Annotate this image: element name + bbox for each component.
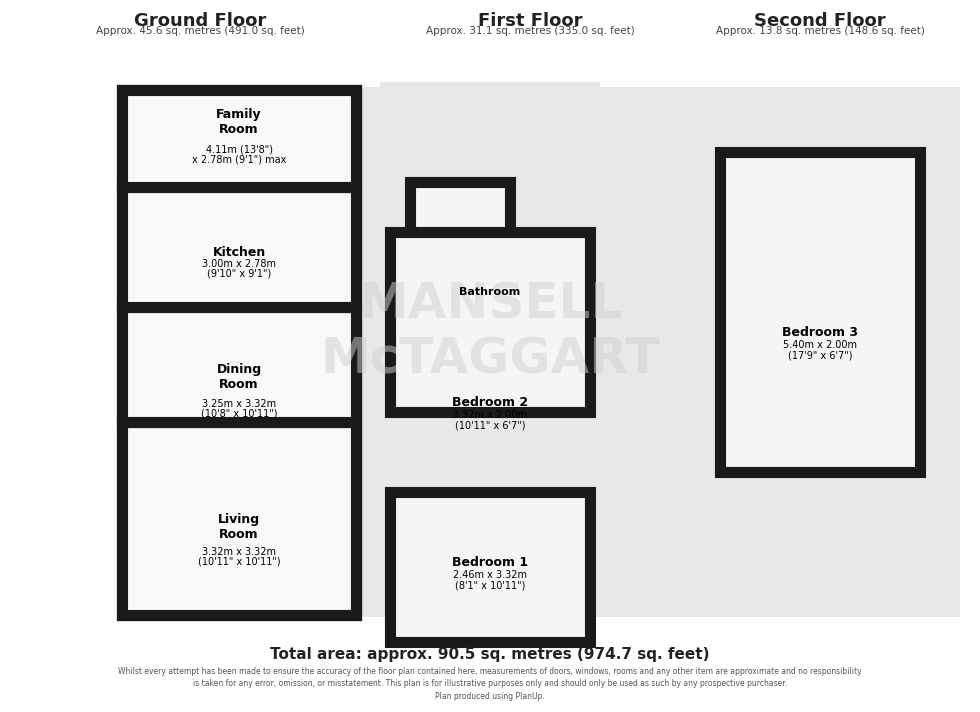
Text: Total area: approx. 90.5 sq. metres (974.7 sq. feet): Total area: approx. 90.5 sq. metres (974… (270, 646, 710, 661)
Bar (122, 90, 357, 615)
Text: Living
Room: Living Room (218, 513, 260, 541)
Bar (122, 90, 356, 187)
Text: 2.46m x 3.32m: 2.46m x 3.32m (453, 570, 527, 580)
Text: 3.32m x 3.32m: 3.32m x 3.32m (202, 547, 276, 557)
Text: 3.25m x 3.32m: 3.25m x 3.32m (202, 399, 276, 409)
Bar (380, 82, 600, 522)
Bar (122, 422, 356, 615)
Text: Ground Floor: Ground Floor (134, 12, 267, 30)
Text: (10'11" x 6'7"): (10'11" x 6'7") (455, 420, 525, 430)
Bar (410, 182, 510, 292)
Bar (120, 87, 960, 617)
Text: Kitchen: Kitchen (213, 246, 266, 258)
Text: Approx. 13.8 sq. metres (148.6 sq. feet): Approx. 13.8 sq. metres (148.6 sq. feet) (715, 26, 924, 36)
Text: Bedroom 2: Bedroom 2 (452, 395, 528, 409)
Text: Second Floor: Second Floor (755, 12, 886, 30)
Text: MANSELL
McTAGGART: MANSELL McTAGGART (320, 281, 660, 384)
Text: Bedroom 3: Bedroom 3 (782, 325, 858, 338)
Text: Bedroom 1: Bedroom 1 (452, 555, 528, 568)
Bar (720, 152, 920, 472)
Text: (10'8" x 10'11"): (10'8" x 10'11") (201, 409, 277, 419)
Bar (390, 232, 590, 412)
Text: 5.40m x 2.00m: 5.40m x 2.00m (783, 340, 857, 350)
Text: Bathroom: Bathroom (460, 287, 520, 297)
Text: Approx. 31.1 sq. metres (335.0 sq. feet): Approx. 31.1 sq. metres (335.0 sq. feet) (425, 26, 634, 36)
Bar (122, 307, 356, 422)
Text: Dining
Room: Dining Room (217, 363, 262, 391)
Text: Family
Room: Family Room (217, 108, 262, 136)
Text: First Floor: First Floor (478, 12, 582, 30)
Text: x 2.78m (9'1") max: x 2.78m (9'1") max (192, 154, 286, 164)
Bar (122, 90, 356, 615)
Text: 4.11m (13'8"): 4.11m (13'8") (206, 144, 272, 154)
Bar (390, 492, 590, 642)
Bar (122, 187, 356, 307)
Text: (10'11" x 10'11"): (10'11" x 10'11") (198, 557, 280, 567)
Text: Approx. 45.6 sq. metres (491.0 sq. feet): Approx. 45.6 sq. metres (491.0 sq. feet) (96, 26, 305, 36)
Text: 3.00m x 2.78m: 3.00m x 2.78m (202, 259, 276, 269)
Text: Whilst every attempt has been made to ensure the accuracy of the floor plan cont: Whilst every attempt has been made to en… (119, 667, 861, 701)
Bar (122, 90, 356, 615)
Text: (17'9" x 6'7"): (17'9" x 6'7") (788, 350, 853, 360)
Text: (8'1" x 10'11"): (8'1" x 10'11") (455, 580, 525, 590)
Text: 3.32m x 2.00m: 3.32m x 2.00m (453, 410, 527, 420)
Text: (9'10" x 9'1"): (9'10" x 9'1") (207, 269, 271, 279)
